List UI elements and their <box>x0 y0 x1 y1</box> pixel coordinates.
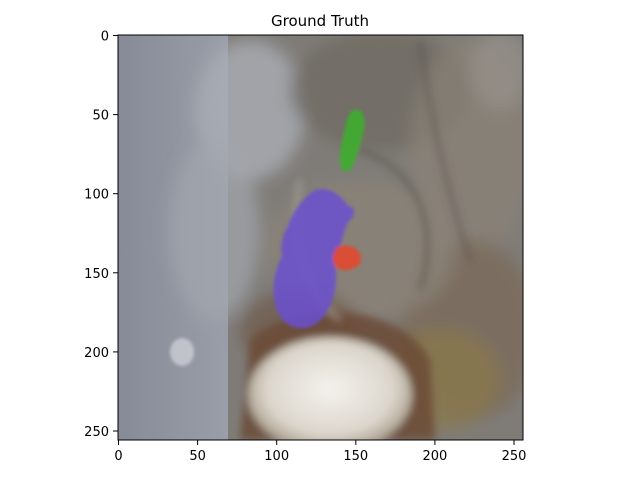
x-tick-label: 50 <box>189 449 206 464</box>
y-tick-label: 250 <box>84 425 109 440</box>
y-tick-label: 0 <box>101 30 109 45</box>
x-tick-label: 100 <box>264 449 289 464</box>
microscopy-image <box>118 35 523 440</box>
x-tick-label: 200 <box>422 449 447 464</box>
y-tick-label: 50 <box>92 109 109 124</box>
x-tick-label: 150 <box>343 449 368 464</box>
y-tick-label: 200 <box>84 346 109 361</box>
green-region <box>339 109 365 172</box>
segmentation-overlays <box>273 109 365 329</box>
x-tick-label: 250 <box>502 449 527 464</box>
purple-region <box>273 189 354 329</box>
figure-title: Ground Truth <box>271 12 369 30</box>
x-axis: 0 50 100 150 200 250 <box>114 440 526 464</box>
axes-frame <box>117 34 524 441</box>
y-tick-label: 150 <box>84 267 109 282</box>
y-tick-label: 100 <box>84 188 109 203</box>
x-tick-label: 0 <box>114 449 122 464</box>
y-axis: 0 50 100 150 200 250 <box>84 30 118 440</box>
red-region <box>332 245 362 270</box>
